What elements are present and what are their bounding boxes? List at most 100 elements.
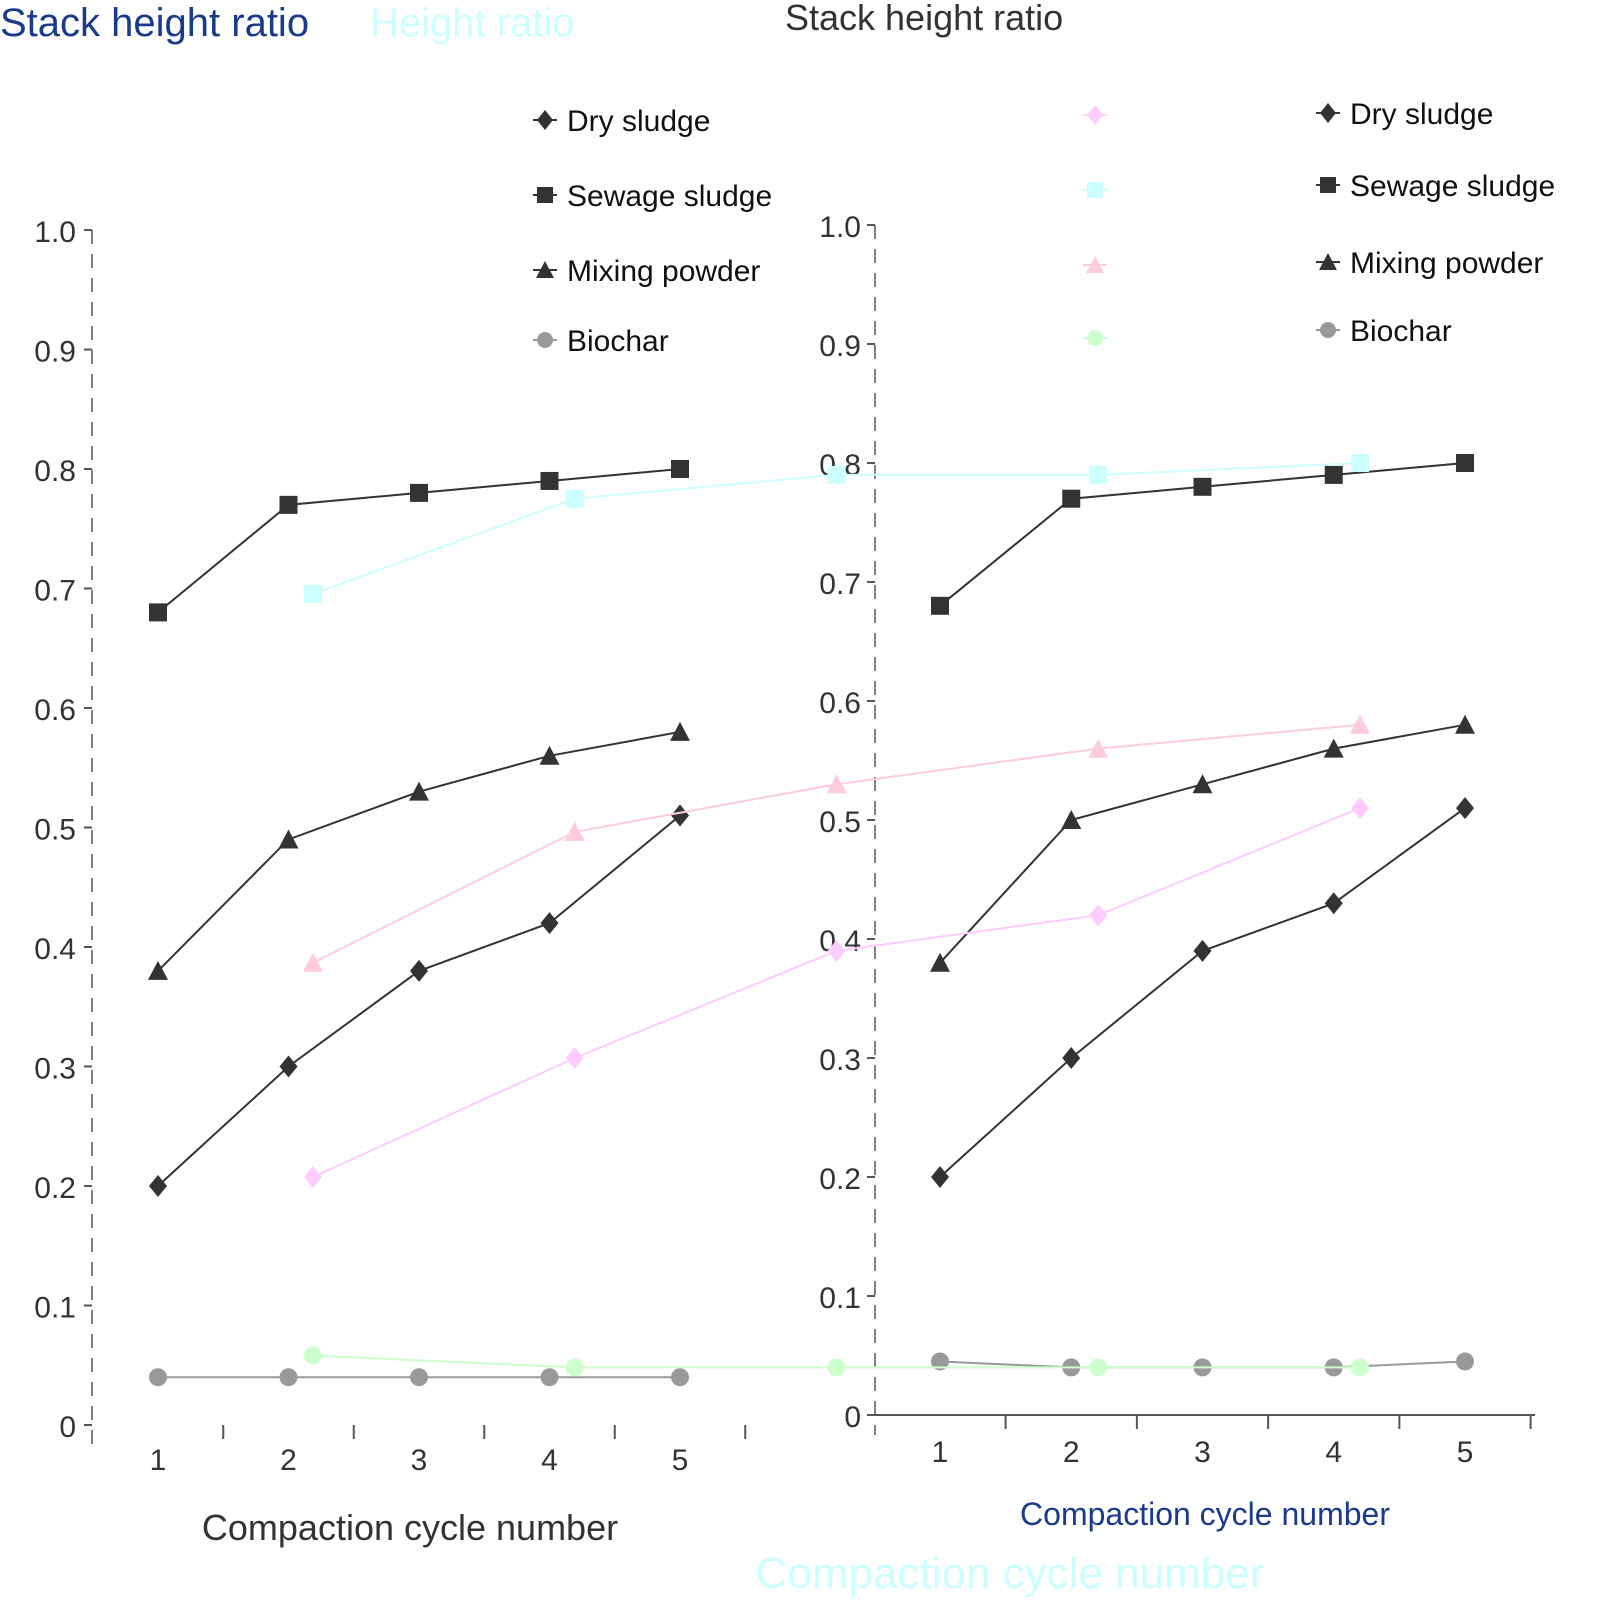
data-point <box>279 495 298 514</box>
x-tick-label: 1 <box>150 1444 167 1477</box>
legend-label: Biochar <box>567 325 669 358</box>
data-point <box>1062 1047 1081 1069</box>
overlay-x-axis-label: Compaction cycle number <box>756 1549 1265 1598</box>
data-point <box>931 1166 949 1188</box>
data-point <box>931 1352 949 1371</box>
series-line <box>939 723 1466 964</box>
series-dry-sludge <box>931 797 1474 1188</box>
data-point <box>827 939 846 962</box>
data-point <box>1456 1352 1474 1371</box>
data-point <box>1089 465 1108 484</box>
y-tick-label: 0.3 <box>34 1053 76 1086</box>
data-point <box>1192 774 1213 794</box>
data-point <box>827 465 846 484</box>
data-point <box>826 774 847 794</box>
x-tick-label: 5 <box>672 1444 689 1477</box>
series-sewage-sludge <box>149 460 689 622</box>
chart-panel-1: 00.10.20.30.40.50.60.70.80.91.01 2 3 4 5Dry … <box>819 98 1555 1469</box>
legend-marker <box>1087 182 1103 198</box>
data-point <box>565 1047 584 1069</box>
legend-marker <box>1086 256 1104 273</box>
data-point <box>671 460 689 478</box>
legend-marker <box>1087 330 1103 346</box>
x-tick-label: 2 <box>1063 1436 1080 1469</box>
data-point <box>671 1368 689 1387</box>
right-chart-title: Stack height ratio <box>785 0 1063 38</box>
y-tick-label: 0.7 <box>819 568 861 601</box>
data-point <box>1324 465 1343 484</box>
series-biochar <box>931 1352 1474 1377</box>
data-point <box>149 603 167 622</box>
x-tick-label: 5 <box>1457 1436 1474 1469</box>
legend-marker <box>1087 105 1103 125</box>
data-point <box>930 952 950 972</box>
data-point <box>410 1368 428 1387</box>
left-chart-title: Stack height ratio <box>0 1 309 45</box>
y-tick-label: 0.2 <box>819 1163 861 1196</box>
x-tick-label: 3 <box>411 1444 428 1477</box>
data-point <box>540 1368 559 1387</box>
y-tick-label: 0.5 <box>34 814 76 847</box>
data-point <box>1324 892 1343 915</box>
series-mixing-powder <box>148 721 690 980</box>
y-tick-label: 0.8 <box>34 455 76 488</box>
data-point <box>1323 738 1344 758</box>
legend-marker <box>1320 103 1336 123</box>
data-point <box>564 821 585 841</box>
x-tick-label: 3 <box>1194 1436 1211 1469</box>
legend-marker <box>1320 322 1336 338</box>
right-x-axis-label: Compaction cycle number <box>1020 1496 1390 1532</box>
y-tick-label: 0.6 <box>819 687 861 720</box>
data-point <box>279 1055 298 1078</box>
data-point <box>304 584 322 603</box>
series-line <box>157 814 681 1187</box>
y-tick-label: 0.3 <box>819 1044 861 1077</box>
data-point <box>670 721 690 741</box>
data-point <box>1350 714 1370 734</box>
data-point <box>540 912 559 935</box>
data-point <box>278 829 299 849</box>
data-point <box>539 745 560 765</box>
series-circle <box>304 1346 1369 1377</box>
data-point <box>148 960 168 980</box>
y-tick-label: 1.0 <box>34 216 76 249</box>
x-tick-label: 4 <box>1325 1436 1342 1469</box>
data-point <box>540 471 559 490</box>
data-point <box>1351 797 1369 820</box>
data-point <box>1062 489 1081 508</box>
data-point <box>565 489 584 508</box>
series-square <box>304 454 1369 603</box>
data-point <box>1089 1358 1108 1377</box>
series-biochar <box>149 1368 689 1387</box>
chart-panel-0: 0 0.1 0.2 0.3 0.4 0.5 0.6 0.7 0.8 0.9 1.0 1 2 3 4 5 Dry … <box>34 105 772 1477</box>
legend-marker <box>1320 177 1336 193</box>
x-tick-label: 4 <box>541 1444 558 1477</box>
legend-marker <box>537 110 553 130</box>
data-point <box>1351 1358 1369 1377</box>
data-point <box>149 1175 167 1197</box>
legend-marker <box>537 187 553 203</box>
legend-marker <box>537 332 553 348</box>
data-point <box>1456 797 1474 820</box>
legend-label: Dry sludge <box>567 105 710 138</box>
y-tick-label: 0.2 <box>34 1172 76 1205</box>
y-tick-label: 0.4 <box>34 933 76 966</box>
data-point <box>304 1166 322 1188</box>
y-tick-label: 0 <box>59 1411 76 1444</box>
data-point <box>1455 714 1475 734</box>
x-tick-label: 1 <box>932 1436 949 1469</box>
data-point <box>1193 477 1212 496</box>
y-tick-label: 0.7 <box>34 575 76 608</box>
data-point <box>410 483 428 502</box>
legend-label: Sewage sludge <box>567 180 772 213</box>
series-diamond <box>304 797 1369 1188</box>
data-point <box>827 1358 846 1377</box>
x-tick-label: 2 <box>280 1444 297 1477</box>
data-point <box>409 781 429 801</box>
legend-label: Mixing powder <box>1350 247 1543 280</box>
series-sewage-sludge <box>931 454 1474 615</box>
y-tick-label: 1.0 <box>819 211 861 244</box>
legend-label: Mixing powder <box>567 255 760 288</box>
data-point <box>303 952 323 972</box>
data-point <box>1088 738 1109 758</box>
